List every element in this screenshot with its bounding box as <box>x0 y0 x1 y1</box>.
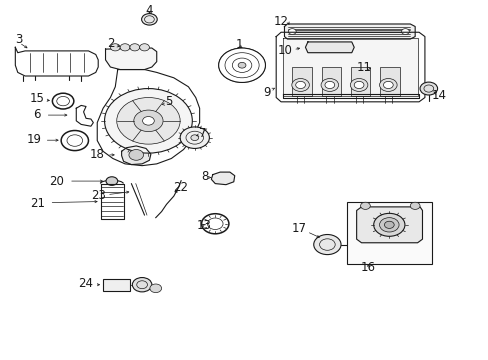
Bar <box>346 202 431 264</box>
Circle shape <box>120 44 130 51</box>
Circle shape <box>180 127 209 148</box>
Circle shape <box>238 62 245 68</box>
Text: 4: 4 <box>145 4 153 17</box>
Text: 18: 18 <box>90 148 104 161</box>
Circle shape <box>349 78 367 91</box>
Text: 17: 17 <box>291 222 306 235</box>
Text: 16: 16 <box>360 261 375 274</box>
Bar <box>292 67 311 96</box>
Text: 6: 6 <box>34 108 41 121</box>
Text: 21: 21 <box>30 197 45 210</box>
Circle shape <box>325 81 334 89</box>
Circle shape <box>110 44 120 51</box>
Circle shape <box>353 81 363 89</box>
Text: 11: 11 <box>356 60 371 73</box>
Text: 15: 15 <box>30 93 44 105</box>
Polygon shape <box>305 42 353 53</box>
Bar <box>321 67 340 96</box>
Circle shape <box>379 218 398 232</box>
Bar <box>379 67 399 96</box>
Text: 8: 8 <box>201 170 208 183</box>
Polygon shape <box>211 172 234 185</box>
Circle shape <box>130 44 140 51</box>
Text: 9: 9 <box>263 86 271 99</box>
Text: 19: 19 <box>26 133 41 146</box>
Text: 22: 22 <box>172 181 187 194</box>
Text: 13: 13 <box>197 219 211 233</box>
Circle shape <box>140 44 149 51</box>
Circle shape <box>106 177 118 185</box>
Circle shape <box>291 78 309 91</box>
Text: 3: 3 <box>16 33 23 46</box>
Polygon shape <box>284 24 414 39</box>
Circle shape <box>373 213 404 236</box>
Circle shape <box>117 98 180 144</box>
Text: 12: 12 <box>273 15 288 28</box>
Circle shape <box>360 202 369 210</box>
Circle shape <box>129 149 143 160</box>
Text: 23: 23 <box>91 189 105 202</box>
Circle shape <box>134 110 163 132</box>
Circle shape <box>132 278 152 292</box>
Text: 1: 1 <box>235 38 243 51</box>
Text: 10: 10 <box>277 44 292 57</box>
Circle shape <box>321 78 338 91</box>
Polygon shape <box>122 146 151 165</box>
Text: 14: 14 <box>431 89 446 102</box>
Circle shape <box>379 78 396 91</box>
Circle shape <box>218 48 265 82</box>
Text: 7: 7 <box>199 127 206 140</box>
Circle shape <box>142 117 154 125</box>
Polygon shape <box>356 207 422 243</box>
Circle shape <box>313 234 340 255</box>
Text: 24: 24 <box>79 278 93 291</box>
Circle shape <box>150 284 161 293</box>
Circle shape <box>409 202 419 210</box>
Text: 2: 2 <box>106 36 114 50</box>
Circle shape <box>288 29 296 35</box>
Circle shape <box>295 81 305 89</box>
Circle shape <box>104 89 192 153</box>
Circle shape <box>401 29 408 35</box>
Polygon shape <box>105 48 157 69</box>
Circle shape <box>190 135 198 140</box>
Circle shape <box>384 221 393 228</box>
Circle shape <box>419 82 437 95</box>
Bar <box>103 279 130 291</box>
Text: 5: 5 <box>165 95 172 108</box>
Text: 20: 20 <box>49 175 64 188</box>
Circle shape <box>383 81 392 89</box>
Circle shape <box>142 14 157 25</box>
Polygon shape <box>282 39 417 96</box>
Bar <box>350 67 369 96</box>
